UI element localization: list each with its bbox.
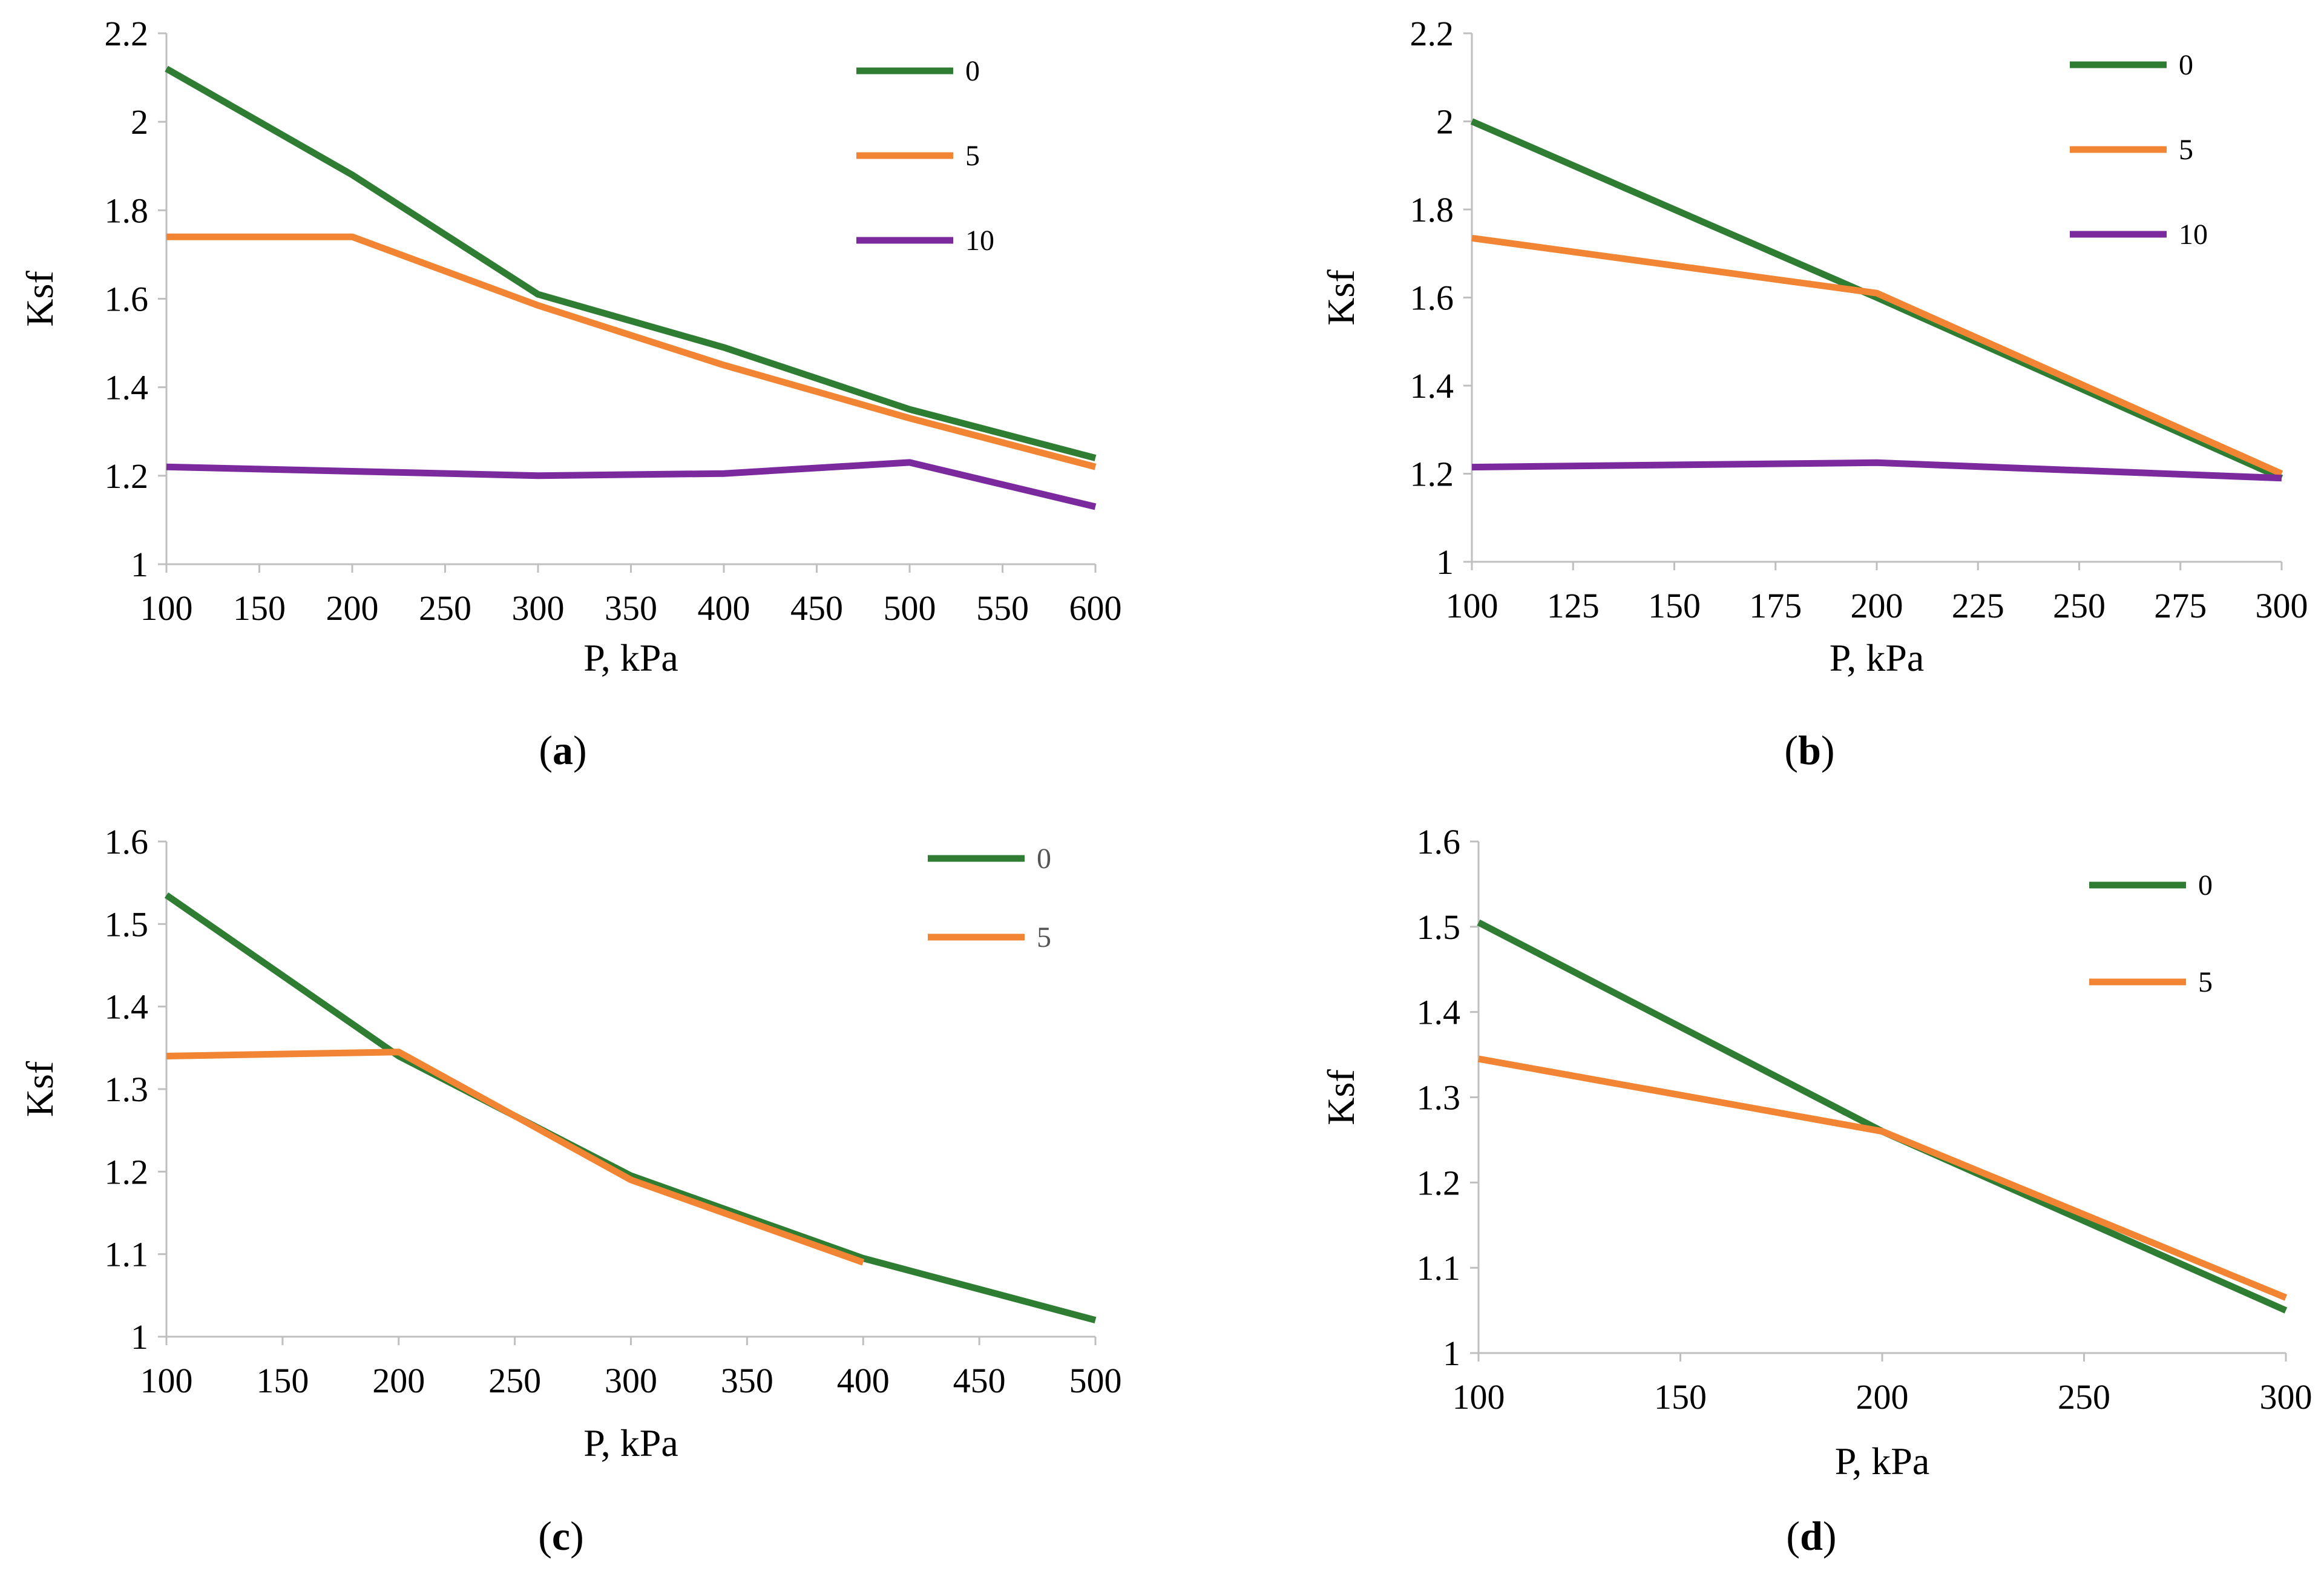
x-tick-label: 600 [1069,588,1122,628]
x-tick-label: 150 [1648,586,1701,625]
y-axis-title: Ksf [18,271,61,327]
series-line-5 [166,1049,865,1266]
legend-label-0: 0 [965,55,980,87]
x-tick-label: 550 [976,588,1029,628]
x-tick-label: 450 [790,588,843,628]
legend-label-10: 10 [2179,219,2208,251]
y-tick-label: 1.8 [105,191,149,230]
y-tick-label: 1.8 [1410,190,1454,229]
x-axis-title: P, kPa [1835,1440,1930,1483]
legend-label-5: 5 [2198,966,2213,998]
y-tick-label: 1.2 [105,456,149,496]
x-tick-label: 175 [1749,586,1802,625]
x-axis-title: P, kPa [583,636,678,679]
legend-label-0: 0 [2198,869,2213,901]
x-tick-label: 150 [256,1361,309,1400]
x-tick-label: 150 [233,588,286,628]
x-tick-label: 350 [605,588,657,628]
y-tick-label: 1.2 [1410,455,1454,494]
x-tick-label: 100 [140,1361,193,1400]
y-tick-label: 1.5 [105,904,149,944]
series-line-5 [1478,1055,2288,1301]
y-tick-label: 1.4 [1410,366,1454,406]
legend-label-5: 5 [2179,134,2193,166]
y-axis-title: Ksf [18,1061,61,1117]
x-tick-label: 450 [953,1361,1006,1400]
legend-label-0: 0 [1037,843,1051,875]
x-tick-label: 400 [837,1361,890,1400]
y-tick-label: 1.3 [105,1070,149,1109]
y-tick-label: 1.6 [1417,822,1461,861]
y-tick-label: 1 [131,1317,148,1357]
y-tick-label: 1.4 [105,987,149,1027]
series-line-5 [166,233,1097,470]
legend-label-5: 5 [965,140,980,172]
y-tick-label: 1.1 [105,1235,149,1274]
x-tick-label: 500 [884,588,936,628]
x-tick-label: 150 [1654,1377,1707,1417]
series-line-5 [1471,234,2283,477]
y-axis-title: Ksf [1319,1069,1362,1125]
x-tick-label: 250 [419,588,471,628]
panel-label: (b) [1784,727,1834,773]
y-tick-label: 1.4 [1417,993,1461,1032]
x-tick-label: 200 [372,1361,425,1400]
y-axis-title: Ksf [1319,269,1362,326]
x-axis-title: P, kPa [1830,636,1925,679]
panel-label: (d) [1786,1513,1836,1559]
x-tick-label: 200 [1851,586,1903,625]
x-tick-label: 200 [1856,1377,1909,1417]
series-line-0 [1470,118,2283,481]
x-tick-label: 100 [140,588,193,628]
y-tick-label: 2.2 [105,14,149,53]
x-tick-label: 275 [2154,586,2207,625]
x-tick-label: 250 [2053,586,2106,625]
series-line-0 [164,892,1097,1324]
y-tick-label: 1.1 [1417,1248,1461,1288]
x-tick-label: 200 [326,588,379,628]
x-tick-label: 100 [1446,586,1498,625]
y-tick-label: 2 [131,102,148,142]
x-tick-label: 300 [512,588,565,628]
x-tick-label: 100 [1452,1377,1505,1417]
series-line-10 [166,459,1097,510]
y-tick-label: 1.4 [105,368,149,407]
legend-label-10: 10 [965,225,994,257]
y-tick-label: 1.6 [1410,278,1454,318]
panel-label: (a) [539,727,586,773]
chart-panel-d: 1 1.1 1.2 1.3 1.4 1.5 1.6 100 150 200 250 300 P, kPa… [1319,822,2313,1559]
x-tick-label: 300 [605,1361,657,1400]
y-tick-label: 1 [1443,1334,1460,1373]
y-tick-label: 1 [131,545,148,584]
y-tick-label: 1.5 [1417,907,1461,947]
x-tick-label: 400 [698,588,750,628]
series-line-10 [1471,459,2282,482]
x-tick-label: 125 [1547,586,1600,625]
legend-label-0: 0 [2179,49,2193,81]
y-tick-label: 2.2 [1410,14,1454,53]
y-tick-label: 1 [1436,542,1454,582]
series-line-0 [165,65,1097,461]
x-tick-label: 250 [488,1361,541,1400]
x-tick-label: 500 [1069,1361,1122,1400]
y-tick-label: 2 [1436,102,1454,142]
y-tick-label: 1.2 [1417,1163,1461,1202]
y-tick-label: 1.6 [105,280,149,319]
x-tick-label: 250 [2058,1377,2110,1417]
chart-panel-c: 1 1.1 1.2 1.3 1.4 1.5 1.6 100 150 200 250 300 350 400… [18,822,1122,1559]
y-tick-label: 1.6 [105,822,149,861]
y-tick-label: 1.3 [1417,1078,1461,1118]
x-tick-label: 350 [721,1361,773,1400]
x-axis-title: P, kPa [583,1421,678,1464]
panel-label: (c) [538,1513,584,1559]
x-tick-label: 300 [2256,586,2308,625]
x-tick-label: 225 [1952,586,2004,625]
y-tick-label: 1.2 [105,1152,149,1191]
x-tick-label: 300 [2260,1377,2313,1417]
legend-label-5: 5 [1037,921,1051,953]
